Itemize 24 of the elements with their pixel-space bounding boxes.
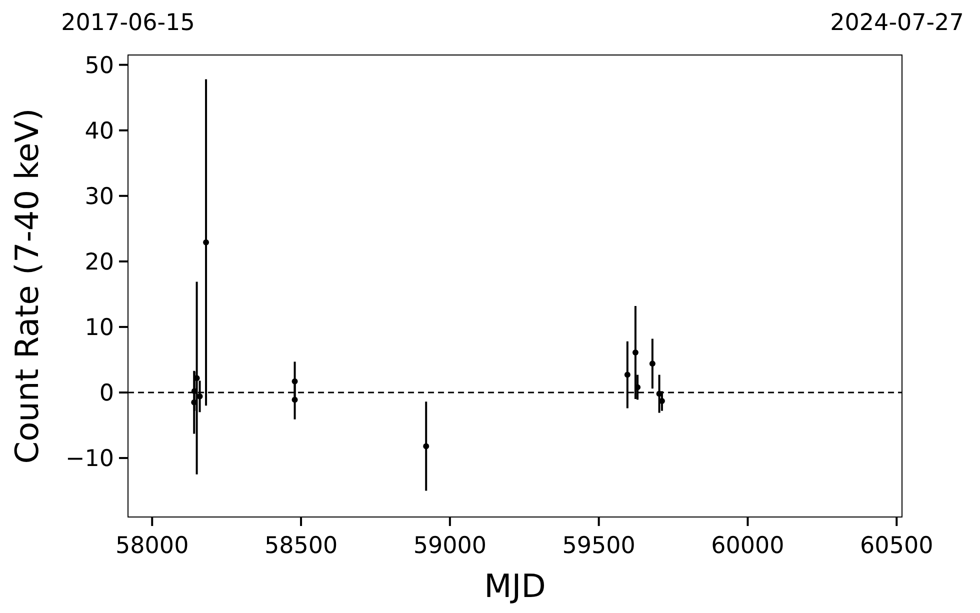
x-axis-title: MJD [484,567,546,605]
x-tick-label: 58500 [264,533,338,559]
y-tick-label: 40 [84,118,114,144]
x-tick-label: 58000 [116,533,189,559]
y-tick-label: 0 [99,380,114,406]
y-tick-label: −10 [65,446,114,472]
x-tick-label: 60000 [711,533,784,559]
point [292,396,298,403]
point [632,350,638,356]
x-tick-label: 60500 [860,533,934,559]
point [203,239,210,246]
point [423,443,430,450]
y-axis-title: Count Rate (7-40 keV) [8,108,46,464]
x-tick-label: 59500 [562,533,636,559]
y-tick-label: 30 [84,184,114,210]
y-tick-label: 10 [84,314,114,341]
point [292,378,298,384]
x2-tick-label: 2017-06-15 [61,10,195,36]
y-tick-label: 20 [84,249,114,276]
y-tick-label: 50 [84,52,114,79]
point [624,372,630,378]
x-tick-label: 59000 [413,533,487,559]
x2-tick-label: 2024-07-27 [830,10,964,36]
point [649,360,656,367]
